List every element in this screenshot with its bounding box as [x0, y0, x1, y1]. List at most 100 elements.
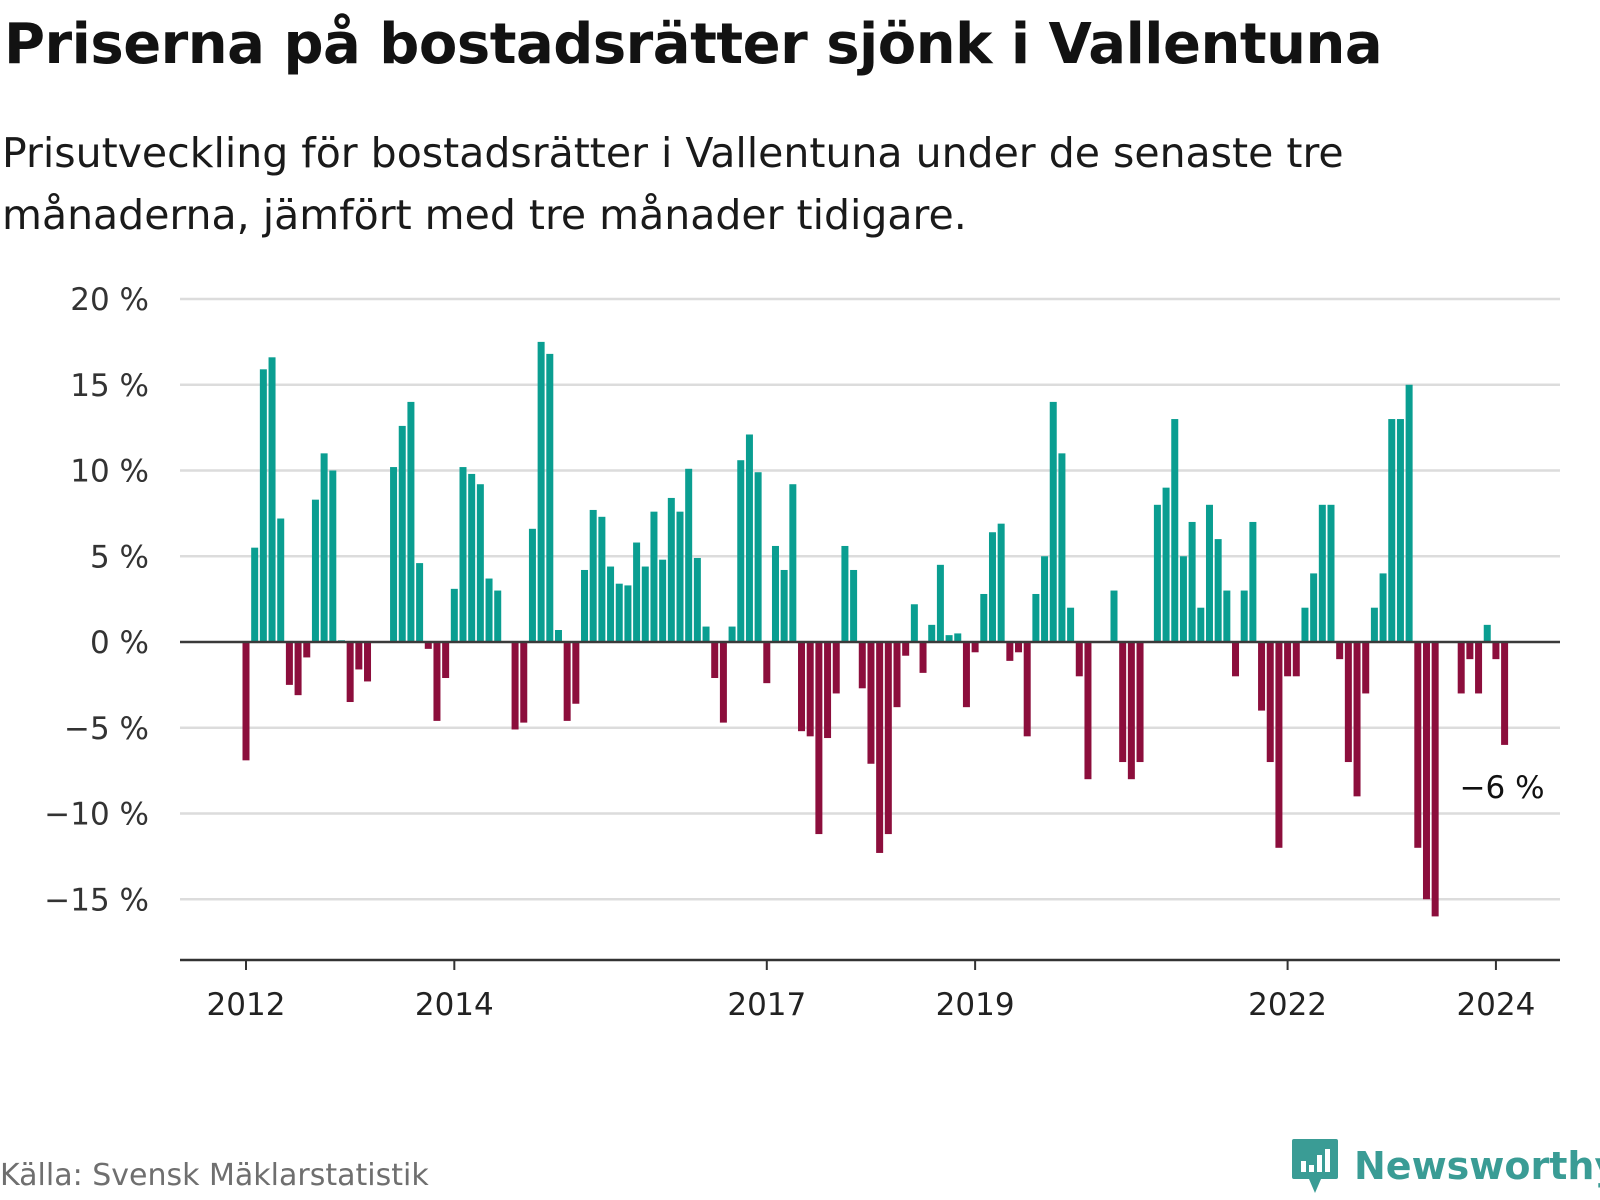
bar [798, 642, 806, 732]
bar [676, 511, 684, 642]
bar [1058, 453, 1066, 642]
bar [294, 642, 302, 696]
bar [1188, 521, 1196, 642]
bar [962, 642, 970, 708]
bar [1310, 573, 1318, 642]
bar [719, 642, 727, 723]
bar [858, 642, 866, 689]
bar [919, 642, 927, 673]
bar [910, 604, 918, 642]
bar [728, 626, 736, 642]
bar [815, 642, 823, 835]
y-tick-label: 0 % [90, 625, 149, 661]
axes [180, 640, 1560, 970]
bar [702, 626, 710, 642]
bar [1023, 642, 1031, 737]
bar [572, 642, 580, 704]
bar [641, 566, 649, 642]
bar [468, 473, 476, 642]
bar [1405, 384, 1413, 642]
bar [1006, 642, 1014, 661]
bar [546, 353, 554, 642]
bar [1431, 642, 1439, 917]
bar [277, 518, 285, 642]
newsworthy-logo-icon [1292, 1139, 1338, 1193]
y-tick-label: 5 % [90, 539, 149, 575]
bar [1214, 539, 1222, 642]
x-tick-label: 2012 [207, 987, 286, 1023]
chart-subtitle: Prisutveckling för bostadsrätter i Valle… [2, 129, 1344, 239]
bar [850, 569, 858, 642]
labels: 20 % 15 % 10 % 5 % 0 % −5 % −10 % −15 % 2012 2014… [44, 282, 1544, 1023]
x-tick-label: 2017 [727, 987, 806, 1023]
bar [806, 642, 814, 737]
gridlines [180, 297, 1560, 901]
bar [902, 642, 910, 656]
bar [442, 642, 450, 679]
bar [1475, 642, 1483, 694]
bar [615, 583, 623, 642]
bar [476, 484, 484, 642]
y-tick-label: 10 % [70, 454, 149, 490]
x-tick-label: 2014 [415, 987, 494, 1023]
bar [450, 588, 458, 642]
x-tick-label: 2024 [1456, 987, 1535, 1023]
bar [563, 642, 571, 721]
bar [1292, 642, 1300, 677]
bar [311, 499, 319, 642]
bar [1327, 504, 1335, 642]
bar [980, 593, 988, 642]
bar [329, 470, 337, 642]
bar [1179, 556, 1187, 642]
bar [528, 528, 536, 642]
bar [737, 460, 745, 642]
bar [355, 642, 363, 670]
bar [424, 642, 432, 649]
bar [1249, 521, 1257, 642]
bar [711, 642, 719, 679]
bar [745, 434, 753, 642]
bar [537, 341, 545, 643]
bar [928, 624, 936, 642]
bar [398, 425, 406, 642]
bar [1284, 642, 1292, 677]
bar [1032, 593, 1040, 642]
bar [1119, 642, 1127, 763]
bar [876, 642, 884, 853]
bar [936, 564, 944, 642]
bar [633, 542, 641, 642]
bar [1353, 642, 1361, 797]
bar [285, 642, 293, 685]
last-value-label: −6 % [1460, 770, 1545, 806]
bar [832, 642, 840, 694]
bar [1153, 504, 1161, 642]
bar [1344, 642, 1352, 763]
bar [1127, 642, 1135, 780]
bar [1015, 642, 1023, 653]
bar [693, 557, 701, 642]
bar [667, 497, 675, 642]
bar [364, 642, 372, 682]
bar [511, 642, 519, 730]
x-tick-label: 2022 [1248, 987, 1327, 1023]
bar [763, 642, 771, 684]
bar [1501, 642, 1509, 745]
bar [650, 511, 658, 642]
bar [390, 467, 398, 642]
bar [1223, 590, 1231, 642]
bar [1362, 642, 1370, 694]
bar [589, 509, 597, 642]
bar [1466, 642, 1474, 660]
bar [1136, 642, 1144, 763]
bar [1171, 419, 1179, 642]
bar [1301, 607, 1309, 642]
brand-name: Newsworthy [1354, 1144, 1600, 1188]
bar [971, 642, 979, 653]
y-tick-label: 15 % [70, 368, 149, 404]
bar [1396, 419, 1404, 642]
bar [320, 453, 328, 642]
bar [954, 633, 962, 642]
bar [1110, 590, 1118, 642]
bar [1162, 487, 1170, 642]
bar [1041, 556, 1049, 642]
